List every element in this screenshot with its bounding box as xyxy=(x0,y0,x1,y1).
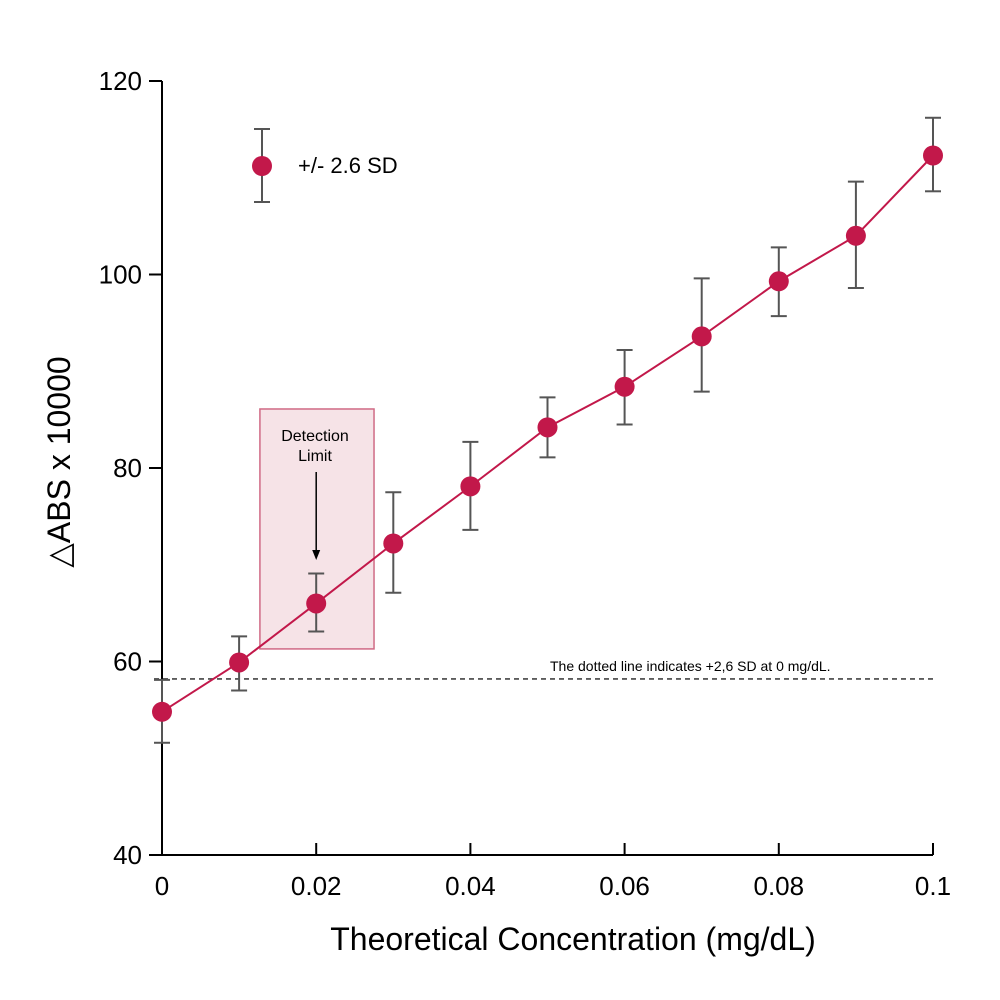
data-point-9 xyxy=(845,225,866,246)
legend: +/- 2.6 SD xyxy=(252,128,398,203)
detection-limit-annotation: Detection Limit xyxy=(281,428,349,560)
data-point-8 xyxy=(768,271,789,292)
x-tick-label-5: 0.1 xyxy=(915,871,951,901)
x-tick-label-1: 0.02 xyxy=(291,871,342,901)
x-ticks: 0 0.02 0.04 0.06 0.08 0.1 xyxy=(155,843,951,901)
x-tick-label-3: 0.06 xyxy=(599,871,650,901)
x-tick-label-0: 0 xyxy=(155,871,169,901)
data-point-5 xyxy=(537,417,558,438)
y-axis-title: △ABS x 10000 xyxy=(41,356,77,567)
data-point-3 xyxy=(383,533,404,554)
y-ticks: 40 60 80 100 120 xyxy=(99,66,162,870)
point-layer xyxy=(152,145,943,722)
reference-line-note: The dotted line indicates +2,6 SD at 0 m… xyxy=(550,658,831,674)
data-point-7 xyxy=(691,326,712,347)
data-point-4 xyxy=(460,476,481,497)
y-tick-label-120: 120 xyxy=(99,66,142,96)
data-point-1 xyxy=(229,652,250,673)
data-point-10 xyxy=(923,145,943,166)
legend-marker xyxy=(252,156,272,176)
y-tick-label-60: 60 xyxy=(113,647,142,677)
detection-limit-label-line1: Detection xyxy=(281,428,349,445)
legend-label: +/- 2.6 SD xyxy=(298,153,398,178)
detection-limit-arrow-head xyxy=(312,550,321,560)
y-tick-label-80: 80 xyxy=(113,453,142,483)
x-tick-label-4: 0.08 xyxy=(753,871,804,901)
y-tick-label-100: 100 xyxy=(99,260,142,290)
data-point-0 xyxy=(152,701,172,722)
data-point-6 xyxy=(614,376,635,397)
x-axis-title: Theoretical Concentration (mg/dL) xyxy=(330,921,816,957)
x-tick-label-2: 0.04 xyxy=(445,871,496,901)
y-tick-label-40: 40 xyxy=(113,840,142,870)
detection-limit-label-line2: Limit xyxy=(298,448,332,465)
data-point-2 xyxy=(306,593,327,614)
